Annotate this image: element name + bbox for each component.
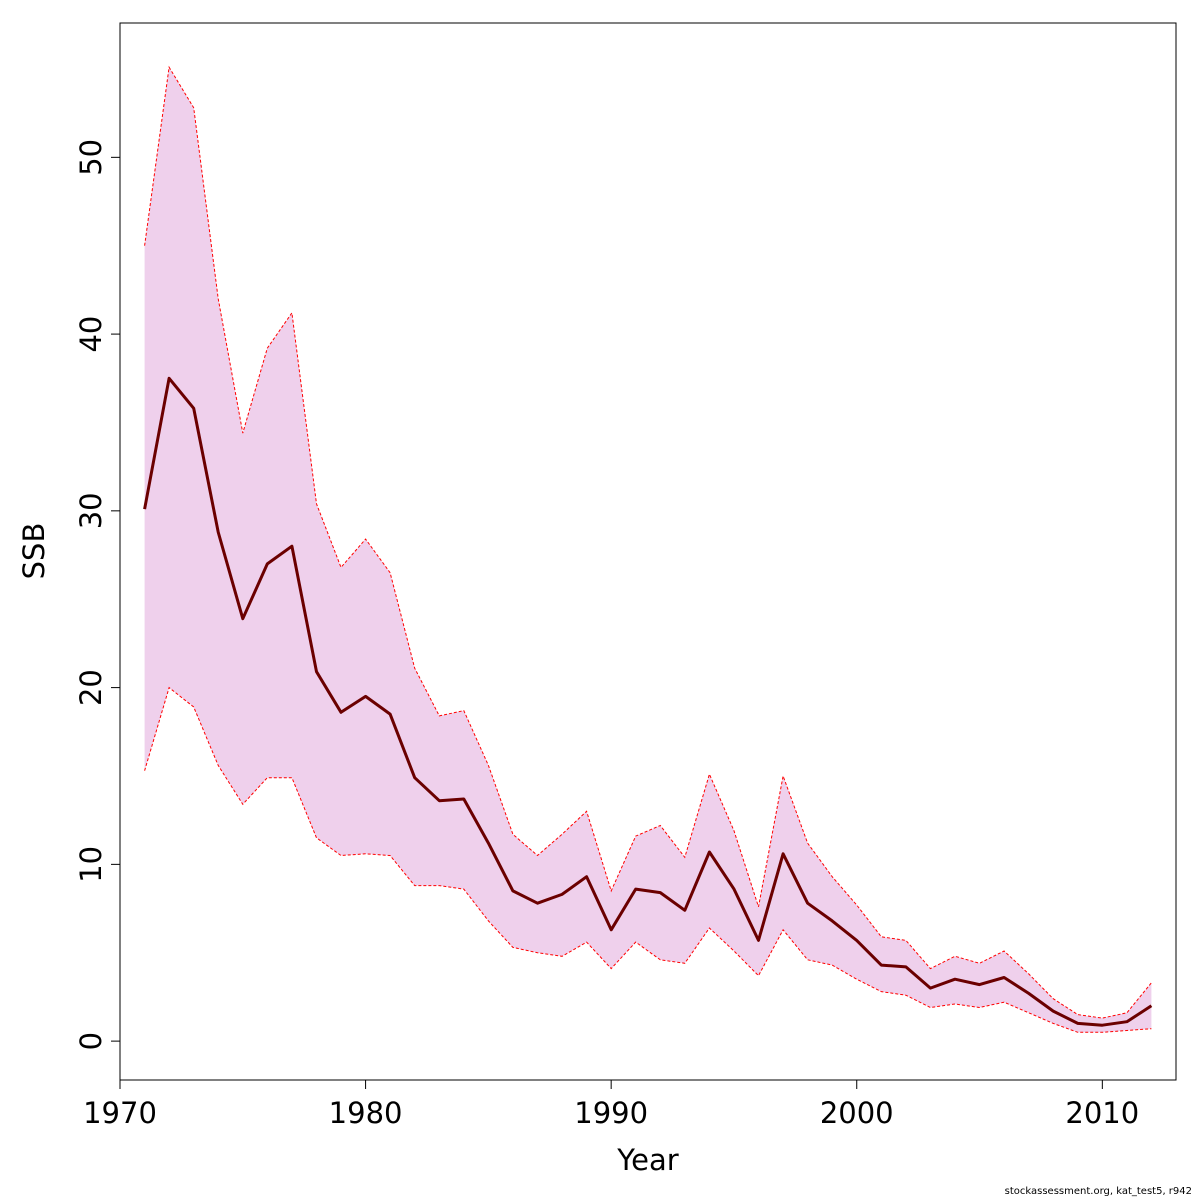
confidence-band — [144, 67, 1152, 1033]
y-tick-label: 40 — [74, 316, 108, 353]
y-axis-title: SSB — [17, 523, 51, 580]
x-axis-title: Year — [616, 1143, 678, 1177]
x-tick-label: 1970 — [83, 1096, 157, 1130]
footnote: stockassessment.org, kat_test5, r942 — [1004, 1186, 1192, 1197]
plot-area — [143, 65, 1153, 1033]
y-axis: 0 10 20 30 40 50 — [74, 139, 121, 1050]
x-tick-label: 1990 — [574, 1096, 648, 1130]
y-tick-label: 50 — [74, 139, 108, 176]
y-tick-label: 10 — [74, 846, 108, 883]
x-axis: 1970 1980 1990 2000 2010 — [83, 1079, 1139, 1130]
y-tick-label: 0 — [74, 1032, 108, 1050]
ssb-estimate-line — [143, 376, 1153, 1027]
lower-bound-line — [144, 686, 1152, 1033]
x-tick-label: 2000 — [820, 1096, 894, 1130]
x-tick-label: 2010 — [1065, 1096, 1139, 1130]
y-tick-label: 30 — [74, 492, 108, 529]
y-tick-label: 20 — [74, 669, 108, 706]
x-tick-label: 1980 — [329, 1096, 403, 1130]
